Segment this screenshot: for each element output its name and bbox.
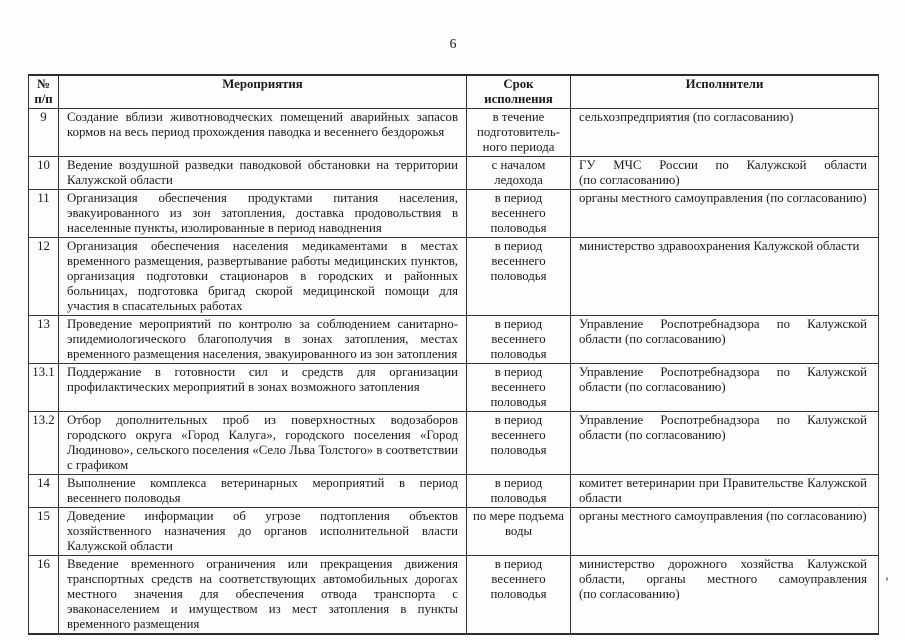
activity-cell: Доведение информации об угрозе подтоплен… xyxy=(58,507,467,556)
executors-cell: органы местного самоуправления (по согла… xyxy=(570,507,879,556)
table-row: 12 Организация обеспечения населения мед… xyxy=(28,237,879,316)
scan-artifact-dot xyxy=(886,577,888,581)
col-header-term: Срок исполнения xyxy=(466,74,571,109)
executors-cell: комитет ветеринарии при Правительстве Ка… xyxy=(570,474,879,508)
executors-cell: ГУ МЧС России по Калужской области (по с… xyxy=(570,156,879,190)
table-row: 13 Проведение мероприятий по контролю за… xyxy=(28,315,879,364)
activity-cell: Ведение воздушной разведки паводковой об… xyxy=(58,156,467,190)
row-number-cell: 16 xyxy=(28,555,59,635)
term-cell: в период половодья xyxy=(466,474,571,508)
activity-cell: Выполнение комплекса ветеринарных меропр… xyxy=(58,474,467,508)
row-number-cell: 14 xyxy=(28,474,59,508)
activity-cell: Поддержание в готовности сил и средств д… xyxy=(58,363,467,412)
col-header-executors: Исполнители xyxy=(570,74,879,109)
executors-cell: Управление Роспотребнадзора по Калужской… xyxy=(570,411,879,475)
executors-cell: министерство здравоохранения Калужской о… xyxy=(570,237,879,316)
term-cell: в период весеннего половодья xyxy=(466,363,571,412)
activity-cell: Проведение мероприятий по контролю за со… xyxy=(58,315,467,364)
executors-cell: органы местного самоуправления (по согла… xyxy=(570,189,879,238)
col-header-activity: Мероприятия xyxy=(58,74,467,109)
term-cell: в период весеннего половодья xyxy=(466,555,571,635)
term-cell: в период весеннего половодья xyxy=(466,189,571,238)
table-row: 16 Введение временного ограничения или п… xyxy=(28,555,879,635)
col-header-num: № п/п xyxy=(28,74,59,109)
table-row: 10 Ведение воздушной разведки паводковой… xyxy=(28,156,879,190)
row-number-cell: 10 xyxy=(28,156,59,190)
activity-cell: Введение временного ограничения или прек… xyxy=(58,555,467,635)
table-row: 9 Создание вблизи животноводческих помещ… xyxy=(28,108,879,157)
table-row: 13.2 Отбор дополнительных проб из поверх… xyxy=(28,411,879,475)
executors-cell: Управление Роспотребнадзора по Калужской… xyxy=(570,315,879,364)
term-cell: с началом ледохода xyxy=(466,156,571,190)
term-cell: в течение подготовитель- ного периода xyxy=(466,108,571,157)
executors-cell: сельхозпредприятия (по согласованию) xyxy=(570,108,879,157)
row-number-cell: 9 xyxy=(28,108,59,157)
term-cell: по мере подъема воды xyxy=(466,507,571,556)
term-cell: в период весеннего половодья xyxy=(466,315,571,364)
table-row: 13.1 Поддержание в готовности сил и сред… xyxy=(28,363,879,412)
executors-cell: Управление Роспотребнадзора по Калужской… xyxy=(570,363,879,412)
row-number-cell: 13.1 xyxy=(28,363,59,412)
table-row: 14 Выполнение комплекса ветеринарных мер… xyxy=(28,474,879,508)
measures-table: № п/п Мероприятия Срок исполнения Исполн… xyxy=(28,74,879,635)
page-number: 6 xyxy=(449,37,457,52)
activity-cell: Отбор дополнительных проб из поверхностн… xyxy=(58,411,467,475)
row-number-cell: 13.2 xyxy=(28,411,59,475)
activity-cell: Организация обеспечения продуктами питан… xyxy=(58,189,467,238)
row-number-cell: 13 xyxy=(28,315,59,364)
table-row: 15 Доведение информации об угрозе подтоп… xyxy=(28,507,879,556)
term-cell: в период весеннего половодья xyxy=(466,237,571,316)
row-number-cell: 15 xyxy=(28,507,59,556)
activity-cell: Организация обеспечения населения медика… xyxy=(58,237,467,316)
row-number-cell: 12 xyxy=(28,237,59,316)
executors-cell: министерство дорожного хозяйства Калужск… xyxy=(570,555,879,635)
table-row: 11 Организация обеспечения продуктами пи… xyxy=(28,189,879,238)
row-number-cell: 11 xyxy=(28,189,59,238)
term-cell: в период весеннего половодья xyxy=(466,411,571,475)
activity-cell: Создание вблизи животноводческих помещен… xyxy=(58,108,467,157)
table-header-row: № п/п Мероприятия Срок исполнения Исполн… xyxy=(28,74,879,109)
